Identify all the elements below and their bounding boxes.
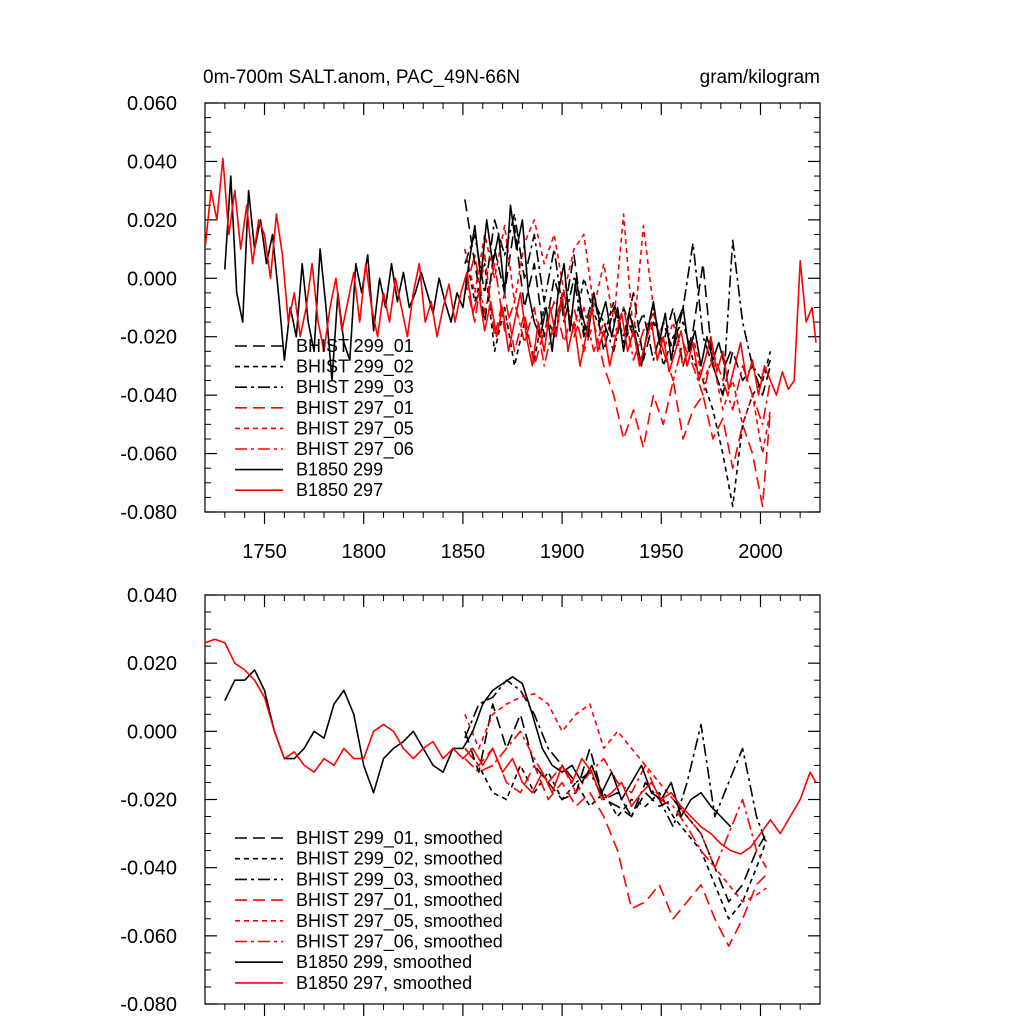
x-tick-label: 2000	[738, 541, 783, 563]
series-line	[464, 747, 768, 920]
y-tick-label: -0.060	[120, 444, 177, 466]
y-tick-label: -0.020	[120, 327, 177, 349]
series-line	[224, 669, 732, 828]
x-tick-label: 1950	[639, 541, 684, 563]
series-line	[464, 692, 767, 903]
series-line	[464, 254, 772, 508]
y-tick-label: 0.040	[127, 585, 177, 607]
legend-label: BHIST 299_02, smoothed	[296, 849, 503, 870]
y-tick-label: 0.060	[127, 93, 177, 115]
x-tick-label: 1750	[242, 541, 287, 563]
y-tick-label: 0.020	[127, 210, 177, 232]
legend-label: BHIST 297_05	[296, 418, 414, 439]
legend-label: BHIST 299_03, smoothed	[296, 869, 503, 890]
y-tick-label: 0.020	[127, 653, 177, 675]
legend-label: BHIST 299_01	[296, 336, 414, 357]
units-label: gram/kilogram	[700, 67, 820, 88]
series-line	[205, 157, 817, 396]
series-group	[205, 157, 817, 508]
series-line	[464, 213, 772, 455]
y-tick-label: 0.040	[127, 151, 177, 173]
y-tick-label: -0.040	[120, 385, 177, 407]
x-tick-label: 1800	[341, 541, 386, 563]
legend-label: BHIST 297_06	[296, 439, 414, 460]
legend-label: BHIST 299_03	[296, 377, 414, 398]
legend-label: BHIST 297_05, smoothed	[296, 911, 503, 932]
series-group	[205, 638, 817, 947]
y-tick-label: -0.040	[120, 858, 177, 880]
y-tick-label: -0.080	[120, 502, 177, 524]
y-tick-label: -0.060	[120, 926, 177, 948]
y-tick-label: -0.020	[120, 790, 177, 812]
top-panel: -0.080 -0.060 -0.040 -0.020 0.000 0.020 0.040 0…	[120, 67, 821, 563]
y-tick-label: -0.080	[120, 994, 177, 1016]
y-tick-label: 0.000	[127, 268, 177, 290]
legend-label: BHIST 297_01	[296, 398, 414, 419]
x-tick-label: 1850	[441, 541, 486, 563]
legend-label: BHIST 299_02	[296, 357, 414, 378]
x-tick-label: 1900	[540, 541, 585, 563]
series-line	[464, 703, 768, 903]
series-line	[464, 747, 767, 947]
legend-label: BHIST 297_01, smoothed	[296, 890, 503, 911]
bottom-panel: -0.080 -0.060 -0.040 -0.020 0.000 0.020 0.040 B…	[120, 585, 821, 1016]
legend-label: B1850 297, smoothed	[296, 973, 472, 993]
legend-label: B1850 299	[296, 460, 383, 480]
series-line	[205, 638, 817, 855]
legend-label: BHIST 299_01, smoothed	[296, 828, 503, 849]
series-line	[464, 679, 768, 845]
series-line	[464, 730, 768, 869]
legend-label: BHIST 297_06, smoothed	[296, 932, 503, 953]
series-line	[464, 248, 772, 508]
chart-title: 0m-700m SALT.anom, PAC_49N-66N	[203, 67, 520, 88]
legend-label: B1850 297	[296, 480, 383, 500]
series-line	[464, 213, 772, 396]
legend-label: B1850 299, smoothed	[296, 952, 472, 972]
y-tick-label: 0.000	[127, 721, 177, 743]
